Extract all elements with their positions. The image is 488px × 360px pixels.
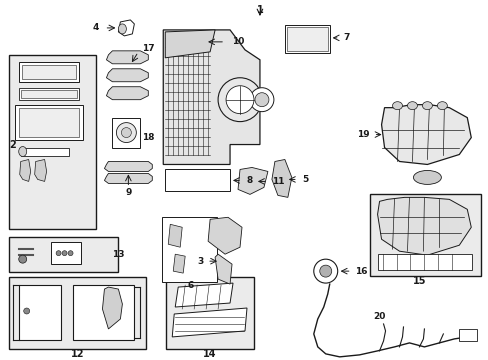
Polygon shape (168, 224, 182, 247)
Bar (20, 90, 77, 98)
Polygon shape (102, 287, 122, 329)
Text: 6: 6 (187, 280, 193, 289)
Bar (165, 170, 229, 192)
Bar (9, 277, 146, 349)
Text: 2: 2 (9, 140, 16, 149)
Ellipse shape (422, 102, 431, 110)
Ellipse shape (116, 123, 136, 143)
Text: 16: 16 (354, 267, 366, 276)
Text: 14: 14 (203, 349, 216, 359)
Polygon shape (377, 197, 470, 255)
Text: 4: 4 (92, 23, 98, 32)
Bar (1, 351, 487, 359)
Bar (9, 55, 96, 229)
Text: 5: 5 (301, 175, 307, 184)
Bar (19, 108, 79, 136)
Polygon shape (20, 159, 31, 181)
Bar (162, 217, 217, 282)
Text: 17: 17 (142, 44, 155, 53)
Bar (458, 329, 476, 341)
Ellipse shape (62, 251, 67, 256)
Bar (377, 254, 471, 270)
Bar (72, 285, 134, 340)
Ellipse shape (313, 259, 337, 283)
Ellipse shape (56, 251, 61, 256)
Polygon shape (104, 174, 152, 183)
Polygon shape (106, 51, 148, 64)
Text: 13: 13 (112, 250, 124, 259)
Ellipse shape (121, 127, 131, 138)
Ellipse shape (19, 147, 27, 157)
Ellipse shape (118, 24, 126, 34)
Polygon shape (172, 308, 246, 337)
Text: 8: 8 (246, 176, 253, 185)
Bar (19, 62, 79, 82)
Bar (155, 15, 364, 294)
Text: 3: 3 (197, 257, 203, 266)
Bar (20, 148, 68, 156)
Text: 19: 19 (356, 130, 369, 139)
Bar (51, 242, 81, 264)
Polygon shape (118, 20, 134, 36)
Ellipse shape (392, 102, 402, 110)
Ellipse shape (19, 255, 27, 263)
Polygon shape (163, 30, 260, 165)
Text: 15: 15 (412, 276, 426, 286)
Polygon shape (238, 167, 267, 194)
Polygon shape (381, 105, 470, 165)
Text: 20: 20 (373, 312, 385, 321)
Bar (15, 105, 82, 140)
Bar (1, 0, 487, 8)
Polygon shape (173, 254, 185, 273)
Bar (286, 27, 327, 51)
Text: 9: 9 (125, 188, 131, 197)
Text: 1: 1 (256, 5, 263, 15)
Polygon shape (35, 159, 46, 181)
Bar (19, 88, 79, 100)
Ellipse shape (23, 308, 30, 314)
Bar (285, 25, 329, 53)
Ellipse shape (319, 265, 331, 277)
Text: 10: 10 (232, 37, 244, 46)
Polygon shape (271, 159, 291, 197)
Ellipse shape (254, 93, 268, 107)
Bar (166, 277, 253, 349)
Text: 7: 7 (343, 33, 349, 42)
Ellipse shape (68, 251, 73, 256)
Bar (19, 285, 61, 340)
Text: 12: 12 (71, 349, 84, 359)
Bar (9, 237, 118, 272)
Ellipse shape (218, 78, 262, 122)
Text: 11: 11 (271, 177, 284, 186)
Ellipse shape (225, 86, 253, 114)
Polygon shape (175, 283, 233, 307)
Ellipse shape (436, 102, 447, 110)
Bar (112, 118, 140, 148)
Bar (21, 65, 75, 79)
Ellipse shape (249, 88, 273, 112)
Text: 18: 18 (142, 133, 155, 142)
Polygon shape (106, 87, 148, 100)
Ellipse shape (407, 102, 417, 110)
Polygon shape (165, 30, 215, 58)
Polygon shape (215, 254, 232, 284)
Polygon shape (106, 69, 148, 82)
Polygon shape (208, 217, 242, 254)
Ellipse shape (413, 170, 441, 184)
Polygon shape (104, 162, 152, 171)
Bar (369, 194, 480, 276)
